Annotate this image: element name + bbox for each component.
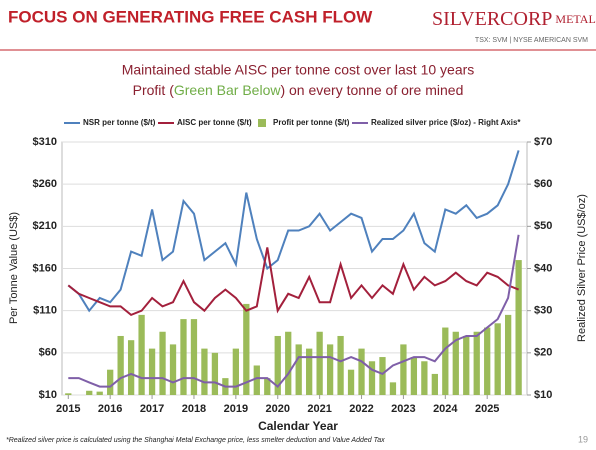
line: [68, 234, 520, 389]
y2-tick-label: $60: [534, 178, 552, 190]
bar: [86, 390, 93, 395]
x-tick-label: 2022: [349, 403, 373, 415]
bar: [201, 348, 208, 395]
y2-tick-label: $20: [534, 347, 552, 359]
bar: [400, 344, 407, 395]
bar: [127, 340, 135, 395]
y2-tick-label: $30: [534, 305, 552, 317]
bar: [505, 314, 512, 395]
x-tick-label: 2019: [224, 403, 248, 415]
bar: [494, 323, 501, 395]
x-tick-label: 2017: [140, 403, 164, 415]
bar: [347, 369, 355, 395]
bar: [306, 348, 313, 395]
bar: [148, 348, 156, 395]
bar: [253, 365, 260, 395]
slide-title: FOCUS ON GENERATING FREE CASH FLOW: [8, 7, 373, 26]
y2-axis-title: Realized Silver Price (US$/oz): [576, 194, 588, 342]
footnote: *Realized silver price is calculated usi…: [6, 437, 385, 444]
y-tick-label: $210: [33, 220, 57, 232]
y-tick-label: $310: [33, 136, 57, 148]
y-tick-label: $260: [33, 178, 57, 190]
bar: [484, 327, 491, 395]
bar: [159, 331, 166, 395]
bar: [285, 331, 292, 395]
subtitle: Profit (Green Bar Below) on every tonne …: [133, 82, 464, 98]
bar: [515, 260, 522, 395]
bar: [473, 331, 480, 395]
x-tick-label: 2025: [475, 403, 499, 415]
y2-tick-label: $40: [534, 262, 552, 274]
bar: [232, 348, 239, 395]
subtitle-part: Profit (: [133, 82, 175, 98]
bar: [368, 361, 376, 395]
logo-suffix: METALS INC.: [555, 12, 596, 26]
legend-label: NSR per tonne ($/t): [83, 118, 156, 127]
legend-swatch: [258, 119, 266, 127]
bar: [211, 352, 219, 395]
x-axis-title: Calendar Year: [258, 419, 338, 433]
y-axis-title: Per Tonne Value (US$): [8, 212, 20, 324]
bar: [421, 361, 428, 395]
x-tick-label: 2023: [391, 403, 415, 415]
y-tick-label: $10: [39, 389, 57, 401]
bar: [264, 378, 271, 395]
x-tick-label: 2024: [433, 403, 458, 415]
page-number: 19: [578, 434, 588, 444]
bar: [389, 382, 397, 395]
bar: [431, 373, 438, 395]
x-tick-label: 2018: [182, 403, 206, 415]
x-tick-label: 2016: [98, 403, 122, 415]
bar: [274, 335, 281, 395]
subtitle-part: ) on every tonne of ore mined: [280, 82, 463, 98]
bar: [138, 314, 145, 395]
x-tick-label: 2015: [56, 403, 80, 415]
y-tick-label: $110: [33, 305, 57, 317]
y2-tick-label: $50: [534, 220, 552, 232]
bar: [117, 335, 124, 395]
bar: [442, 327, 449, 395]
bar: [243, 303, 250, 395]
logo: SILVERCORPMETALS INC.: [432, 8, 596, 30]
bar: [379, 357, 386, 395]
bar: [169, 344, 177, 395]
subtitle-part: Green Bar Below: [174, 82, 281, 98]
x-tick-label: 2020: [266, 403, 290, 415]
bar: [180, 319, 187, 395]
bar: [316, 331, 323, 395]
tickers: TSX: SVM | NYSE AMERICAN SVM: [475, 37, 588, 44]
bar: [358, 348, 365, 395]
y-tick-label: $160: [33, 262, 57, 274]
bar: [337, 335, 344, 395]
bar: [107, 369, 114, 395]
bar: [410, 357, 418, 395]
y2-tick-label: $10: [534, 389, 552, 401]
subtitle: Maintained stable AISC per tonne cost ov…: [122, 62, 475, 78]
y-tick-label: $60: [39, 347, 57, 359]
bar: [65, 393, 72, 395]
legend-label: AISC per tonne ($/t): [177, 118, 252, 127]
bar: [452, 331, 459, 395]
legend-label: Profit per tonne ($/t): [273, 118, 350, 127]
bar: [190, 319, 198, 395]
line: [67, 150, 520, 313]
y2-tick-label: $70: [534, 136, 552, 148]
legend-label: Realized silver price ($/oz) - Right Axi…: [371, 118, 521, 127]
bar: [463, 335, 470, 395]
bar: [96, 391, 103, 395]
logo-name: SILVERCORP: [432, 8, 552, 30]
bar: [326, 344, 334, 395]
line: [67, 247, 519, 317]
x-tick-label: 2021: [307, 403, 331, 415]
bar: [295, 344, 302, 395]
